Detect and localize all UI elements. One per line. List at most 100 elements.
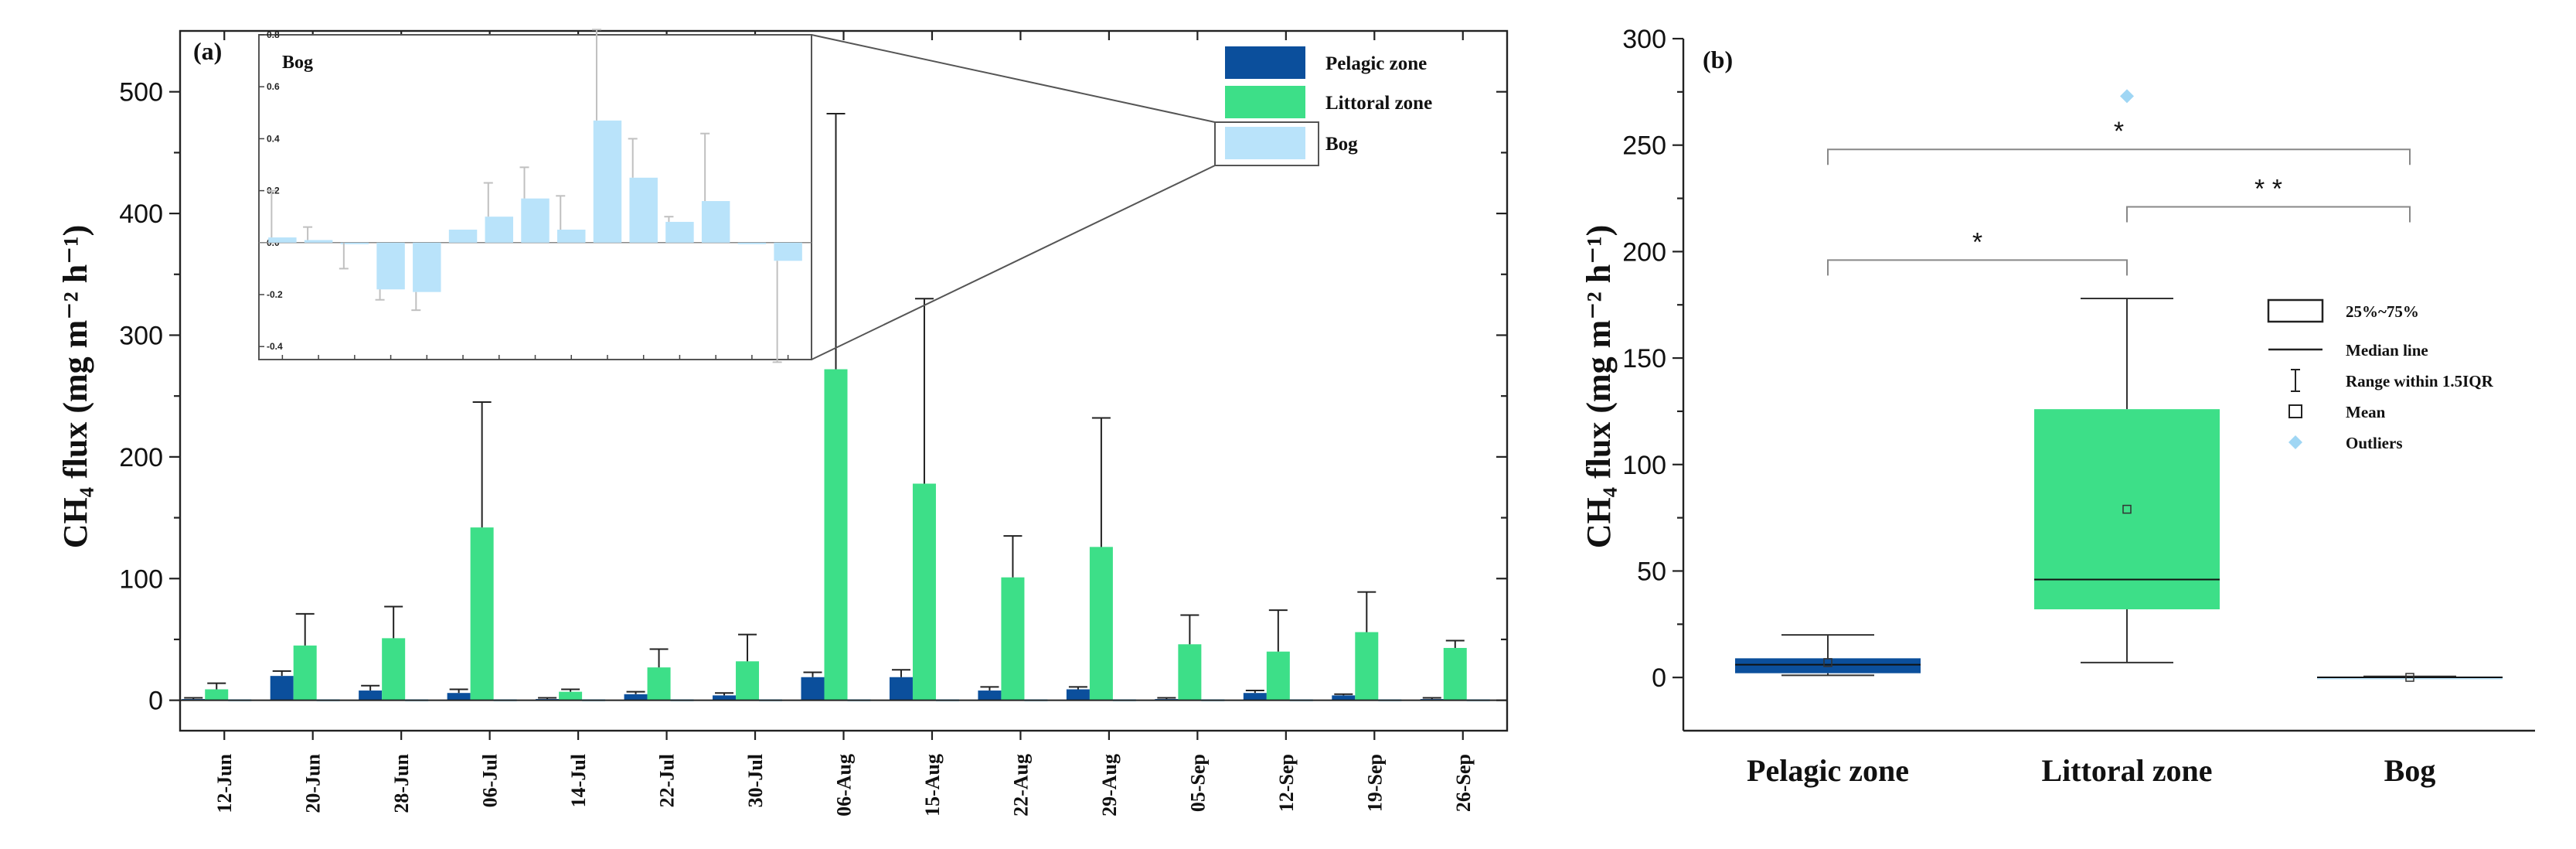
b-y-tick-label: 250 bbox=[1622, 131, 1666, 161]
x-category-label: 26-Sep bbox=[1452, 754, 1475, 812]
littoral-bar bbox=[470, 527, 494, 701]
b-y-tick-label: 50 bbox=[1637, 557, 1666, 586]
pelagic-bar bbox=[889, 677, 913, 701]
significance-label: * bbox=[2114, 117, 2124, 146]
inset-title: Bog bbox=[282, 53, 313, 73]
pelagic-bar bbox=[624, 694, 648, 701]
bog-mean-marker bbox=[2405, 673, 2414, 682]
inset-bog-bar bbox=[413, 242, 441, 292]
inset-bog-bar bbox=[521, 198, 550, 243]
littoral-bar bbox=[293, 645, 317, 701]
littoral-bar bbox=[824, 369, 848, 701]
x-category-label: 05-Sep bbox=[1186, 754, 1209, 812]
inset-y-tick-label: -0.4 bbox=[267, 341, 283, 352]
x-category-label: 19-Sep bbox=[1363, 754, 1386, 812]
x-category-label: 15-Aug bbox=[921, 754, 944, 817]
panel-a-bar-chart: CH₄ flux (mg m⁻² h⁻¹) (a) 0 100 200 300 400 5… bbox=[56, 29, 1509, 817]
b-legend-label: Range within 1.5IQR bbox=[2346, 372, 2494, 390]
inset-bog-bar bbox=[304, 240, 333, 243]
panel-b-legend: 25%~75% Median line Range within 1.5IQR Mea… bbox=[2267, 298, 2494, 452]
x-category-label: 30-Jul bbox=[744, 754, 767, 807]
y-tick-label: 300 bbox=[119, 321, 163, 350]
inset-frame bbox=[258, 34, 812, 360]
b-category-label: Bog bbox=[2384, 753, 2436, 788]
x-category-label: 22-Jul bbox=[656, 754, 679, 807]
bog-box bbox=[2317, 677, 2503, 680]
inset-bog-bar bbox=[557, 230, 586, 243]
pelagic-bar bbox=[359, 690, 383, 701]
inset-y-tick-label: -0.2 bbox=[267, 289, 283, 300]
pelagic-bar bbox=[270, 676, 294, 701]
littoral-mean-marker bbox=[2122, 504, 2132, 514]
inset-y-tick-label: 0.8 bbox=[267, 29, 280, 40]
inset-bog-bar bbox=[340, 242, 369, 244]
b-category-label: Pelagic zone bbox=[1747, 753, 1909, 788]
littoral-bar bbox=[647, 667, 671, 701]
inset-bog-bar bbox=[774, 242, 802, 261]
b-y-tick-label: 200 bbox=[1622, 237, 1666, 267]
y-tick-label: 0 bbox=[148, 687, 163, 716]
panel-a-y-axis-label: CH₄ flux (mg m⁻² h⁻¹) bbox=[56, 225, 94, 548]
b-legend-label: Outliers bbox=[2346, 434, 2403, 452]
x-category-label: 14-Jul bbox=[567, 754, 590, 807]
inset-y-tick-label: 0.6 bbox=[267, 81, 280, 92]
legend-swatch-littoral bbox=[1225, 86, 1305, 118]
pelagic-box bbox=[1735, 658, 1921, 673]
b-y-tick-label: 0 bbox=[1652, 663, 1666, 693]
legend-swatch-bog bbox=[1225, 127, 1305, 159]
panel-a-label: (a) bbox=[193, 37, 222, 65]
inset-bog-bar bbox=[737, 242, 767, 244]
legend-outlier-swatch bbox=[2288, 435, 2302, 449]
inset-y-tick-label: 0.4 bbox=[267, 133, 280, 144]
panel-b-box-plot: CH₄ flux (mg m⁻² h⁻¹) (b) 0 50 100 150 200 25… bbox=[1580, 25, 2535, 788]
legend-iqr-swatch bbox=[2267, 298, 2324, 323]
littoral-bar bbox=[205, 689, 229, 701]
littoral-outlier-point bbox=[2120, 89, 2134, 104]
inset-connector-bottom bbox=[811, 165, 1216, 360]
pelagic-bar bbox=[1332, 695, 1356, 701]
x-category-label: 06-Aug bbox=[833, 754, 856, 817]
inset-bog-bar bbox=[665, 221, 694, 243]
y-tick-label: 400 bbox=[119, 199, 163, 229]
pelagic-bar bbox=[1243, 693, 1267, 701]
legend-label-bog: Bog bbox=[1325, 134, 1358, 155]
legend-label-pelagic: Pelagic zone bbox=[1325, 53, 1427, 74]
inset-bog-bar bbox=[593, 120, 622, 243]
littoral-bar bbox=[1178, 644, 1202, 701]
b-legend-label: Mean bbox=[2346, 403, 2386, 421]
inset-bog-bar bbox=[485, 217, 513, 243]
inset-bog-bar bbox=[701, 201, 730, 243]
littoral-bar bbox=[1355, 632, 1379, 701]
inset-connector-top bbox=[811, 34, 1216, 123]
x-category-label: 12-Jun bbox=[213, 753, 236, 813]
pelagic-bar bbox=[713, 695, 737, 701]
significance-bracket bbox=[1827, 148, 2411, 165]
bog-legend-highlight bbox=[1214, 121, 1319, 166]
legend-label-littoral: Littoral zone bbox=[1325, 93, 1432, 114]
inset-bog-bar bbox=[376, 242, 405, 290]
significance-bracket bbox=[2126, 206, 2411, 223]
inset-bog-bar bbox=[448, 230, 478, 243]
b-category-label: Littoral zone bbox=[2041, 753, 2212, 788]
littoral-bar bbox=[559, 691, 583, 701]
inset-bog-bar bbox=[268, 237, 297, 243]
significance-label: * * bbox=[2254, 175, 2282, 204]
panel-b-label: (b) bbox=[1703, 46, 1733, 73]
x-category-label: 22-Aug bbox=[1009, 754, 1032, 817]
littoral-bar bbox=[1266, 651, 1290, 701]
pelagic-bar bbox=[978, 690, 1002, 701]
x-category-label: 20-Jun bbox=[302, 753, 325, 813]
littoral-bar bbox=[1443, 647, 1467, 701]
legend-mean-swatch bbox=[2288, 404, 2302, 418]
significance-bracket bbox=[1827, 259, 2128, 276]
y-tick-label: 500 bbox=[119, 78, 163, 107]
b-legend-label: 25%~75% bbox=[2346, 302, 2419, 321]
b-y-tick-label: 100 bbox=[1622, 451, 1666, 480]
legend-swatch-pelagic bbox=[1225, 46, 1305, 79]
y-tick-label: 100 bbox=[119, 564, 163, 594]
pelagic-bar bbox=[447, 693, 471, 701]
y-tick-label: 200 bbox=[119, 443, 163, 472]
x-category-label: 28-Jun bbox=[390, 753, 413, 813]
